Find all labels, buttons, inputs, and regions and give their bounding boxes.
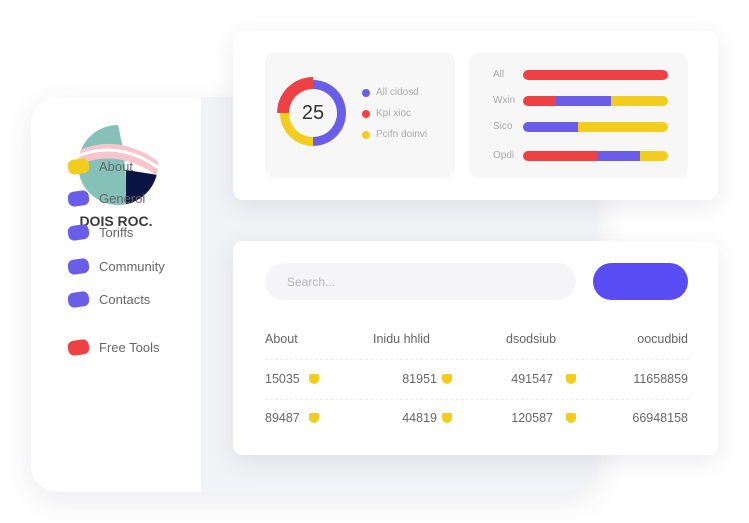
legend-label: Kpi xioc [376,108,412,119]
table-cell: 491547 [511,372,553,386]
bar-segment [578,121,668,132]
sidebar: DOIS ROC. About Generol Toriffs Communit… [31,97,201,492]
bar-segment [523,121,579,132]
shield-icon [442,413,452,423]
donut-segment-blue [313,80,346,146]
bar-label: Opdi [493,150,515,161]
legend-dot-icon [362,130,370,139]
nav-blob-icon [67,290,90,309]
sidebar-item-about[interactable]: About [67,157,133,176]
sidebar-item-contacts[interactable]: Contacts [67,290,151,309]
legend-item: All cidosd [362,87,419,98]
column-header[interactable]: oocudbid [637,332,688,346]
shield-icon [309,374,319,384]
bar-segment [523,150,599,161]
divider [265,399,689,400]
bar-label: Wxin [493,95,516,106]
bar-segment [556,95,612,106]
table-cell: 89487 [265,411,300,425]
search-input[interactable] [265,263,576,300]
stats-card: 25 All cidosd Kpi xioc Pcifn doinvi All … [233,31,718,200]
column-header[interactable]: dsodsiub [506,332,557,346]
brand-logo [78,125,158,205]
search-button[interactable] [593,263,688,300]
bar-row: Wxin [493,95,668,106]
stacked-bar [523,121,668,132]
table-cell: 11658859 [633,372,688,386]
donut-segment-red [277,77,313,113]
nav-blob-icon [67,223,90,242]
table-card: About Inidu hhlid dsodsiub oocudbid 15035 819… [233,241,718,455]
nav-blob-icon [67,189,90,208]
bar-row: All [493,69,668,80]
sidebar-item-free-tools[interactable]: Free Tools [67,338,160,357]
sidebar-item-toriffs[interactable]: Toriffs [67,223,134,242]
bar-segment [611,95,668,106]
stacked-bar [523,69,668,80]
shield-icon [566,374,576,384]
legend-dot-icon [362,88,370,97]
shield-icon [566,413,576,423]
legend-item: Pcifn doinvi [362,129,427,140]
bar-segment [523,95,557,106]
bar-row: Opdi [493,150,668,161]
bar-segment [640,150,668,161]
nav-blob-icon [67,157,90,176]
legend-dot-icon [362,109,370,118]
sidebar-item-label: Free Tools [99,340,160,355]
bar-row: Sico [493,121,668,132]
stacked-bar [523,95,668,106]
sidebar-item-label: Toriffs [99,225,134,240]
table-cell: 15035 [265,372,300,386]
shield-icon [309,413,319,423]
table-cell: 120587 [511,411,553,425]
column-header[interactable]: About [265,332,298,346]
sidebar-item-label: Contacts [99,292,151,307]
legend-item: Kpi xioc [362,108,411,119]
donut-center-value: 25 [301,102,325,124]
shield-icon [442,374,452,384]
bar-label: Sico [493,121,513,132]
stacked-bar [523,150,668,161]
divider [265,359,689,360]
table-cell: 66948158 [632,411,688,425]
brand-name: DOIS ROC. [79,213,153,229]
sidebar-item-label: About [99,159,133,174]
sidebar-item-label: Community [99,259,165,274]
table-cell: 44819 [402,411,437,425]
sidebar-item-generol[interactable]: Generol [67,189,146,208]
legend-label: All cidosd [376,87,419,98]
donut-chart [277,77,346,146]
donut-segment-yellow [280,113,313,146]
nav-blob-icon [67,257,90,276]
bar-segment [598,150,641,161]
legend-label: Pcifn doinvi [376,129,428,140]
donut-panel: 25 All cidosd Kpi xioc Pcifn doinvi [265,53,455,178]
nav-blob-icon [67,338,90,357]
sidebar-item-label: Generol [99,191,146,206]
table-cell: 81951 [402,372,437,386]
bars-panel: All Wxin Sico Opdi [469,53,688,178]
bar-segment [523,69,668,80]
column-header[interactable]: Inidu hhlid [373,332,430,346]
bar-label: All [493,69,505,80]
sidebar-item-community[interactable]: Community [67,257,165,276]
